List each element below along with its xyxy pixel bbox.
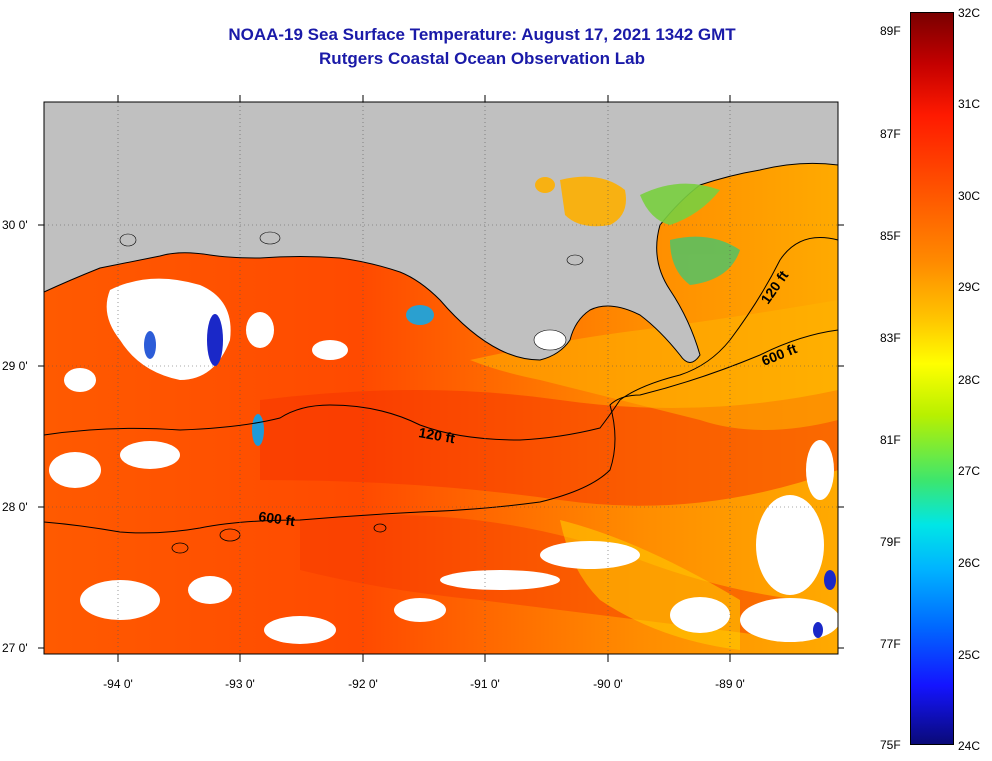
map-title: NOAA-19 Sea Surface Temperature: August … [228, 25, 736, 44]
lon-label-94: -94 0' [103, 677, 133, 691]
colorbar-f-83: 83F [880, 331, 901, 345]
map-subtitle: Rutgers Coastal Ocean Observation Lab [319, 49, 645, 68]
colorbar-c-27: 27C [958, 464, 981, 478]
shelf-water [470, 300, 838, 430]
contour-label-120ft: 120 ft [417, 424, 456, 446]
colorbar-f-77: 77F [880, 637, 901, 651]
lon-label-90: -90 0' [593, 677, 623, 691]
lon-label-92: -92 0' [348, 677, 378, 691]
lat-label-30: 30 0' [2, 218, 28, 232]
lon-label-91: -91 0' [470, 677, 500, 691]
map-frame [43, 101, 839, 655]
graticule [44, 102, 838, 654]
contour-label-600ft: 600 ft [258, 508, 297, 529]
contour-120ft [43, 237, 839, 441]
colorbar-c-30: 30C [958, 189, 981, 203]
cloud-patches [49, 278, 840, 644]
coastal-marsh [535, 176, 740, 285]
colorbar-f-87: 87F [880, 127, 901, 141]
axis-ticks [38, 95, 844, 662]
lon-label-89: -89 0' [715, 677, 745, 691]
colorbar-c-31: 31C [958, 97, 981, 111]
colorbar-c-24: 24C [958, 739, 981, 753]
colorbar-c-29: 29C [958, 280, 981, 294]
temperature-colorbar [910, 12, 954, 745]
cold-patches [144, 305, 836, 638]
coastal-islands [119, 231, 584, 351]
colorbar-f-79: 79F [880, 535, 901, 549]
warm-core-band [260, 390, 838, 506]
colorbar-f-89: 89F [880, 24, 901, 38]
lat-label-28: 28 0' [2, 500, 28, 514]
colorbar-c-28: 28C [958, 373, 981, 387]
colorbar-c-32: 32C [958, 6, 981, 20]
lon-label-93: -93 0' [225, 677, 255, 691]
colorbar-f-81: 81F [880, 433, 901, 447]
colorbar-c-25: 25C [958, 648, 981, 662]
lat-label-27: 27 0' [2, 641, 28, 655]
contour-600ft [43, 329, 839, 534]
colorbar-f-75: 75F [880, 738, 901, 752]
lat-label-29: 29 0' [2, 359, 28, 373]
colorbar-f-85: 85F [880, 229, 901, 243]
colorbar-c-26: 26C [958, 556, 981, 570]
